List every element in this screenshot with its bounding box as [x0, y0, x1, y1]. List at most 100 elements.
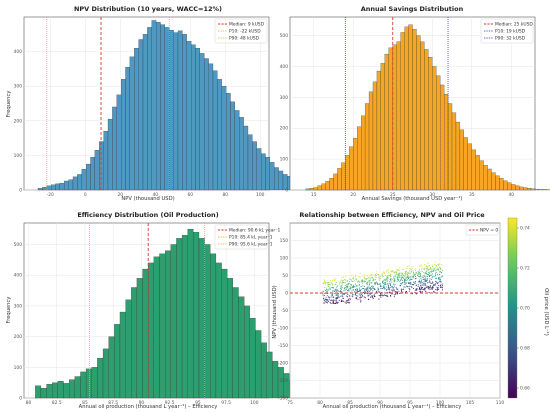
panel-d-point	[366, 282, 368, 284]
panel-d-point	[400, 279, 402, 281]
panel-d-point	[434, 264, 436, 266]
panel-d-point	[356, 288, 358, 290]
panel-c-bar	[283, 373, 290, 399]
panel-d-point	[364, 297, 366, 299]
panel-d-point	[359, 294, 361, 296]
panel-d-point	[335, 288, 337, 290]
panel-a-bar	[51, 184, 56, 191]
panel-d-point	[325, 283, 327, 285]
panel-a-bar	[64, 180, 69, 191]
panel-d-point	[381, 273, 383, 275]
panel-d-point	[430, 286, 432, 288]
panel-d-point	[437, 282, 439, 284]
panel-d-point	[415, 271, 417, 273]
panel-d-point	[401, 282, 403, 284]
colorbar-tick-label: 0.74	[520, 226, 530, 232]
panel-d-point	[426, 278, 428, 280]
panel-d-point	[392, 283, 394, 285]
panel-d-point	[394, 278, 396, 280]
panel-d-point	[392, 288, 394, 290]
panel-d-point	[408, 282, 410, 285]
panel-d-point	[392, 286, 394, 288]
panel-d-point	[406, 277, 408, 279]
panel-d-point	[344, 301, 346, 303]
panel-d-point	[363, 293, 366, 295]
panel-d-point	[386, 294, 388, 296]
panel-d-point	[338, 299, 340, 301]
panel-b-bar	[471, 149, 476, 191]
panel-d-point	[436, 289, 438, 291]
panel-d-point	[382, 275, 384, 277]
panel-d-point	[396, 288, 399, 290]
panel-b-ytick-label: 100	[280, 157, 289, 163]
panel-a-legend-label: P90: 48 kUSD	[229, 36, 260, 42]
panel-d-point	[389, 295, 391, 297]
panel-d-point	[357, 295, 359, 297]
panel-d-point	[378, 291, 380, 293]
panel-d-point	[360, 288, 362, 290]
panel-d-point	[406, 282, 408, 284]
panel-d-point	[381, 287, 383, 290]
panel-d-point	[437, 287, 439, 289]
panel-d-point	[411, 266, 413, 268]
panel-d-point	[438, 288, 440, 290]
panel-d-point	[421, 265, 423, 268]
panel-a-ytick-label: 200	[14, 118, 23, 124]
panel-d-point	[360, 286, 362, 288]
panel-d-point	[386, 275, 388, 277]
panel-d-point	[438, 273, 441, 276]
panel-d-point	[413, 281, 415, 283]
panel-c-bar	[215, 262, 222, 399]
panel-c-bar	[125, 299, 132, 399]
panel-d-point	[426, 270, 428, 272]
panel-d-point	[439, 285, 442, 287]
panel-d-point	[390, 274, 392, 276]
panel-d-point	[421, 284, 423, 286]
panel-d-point	[327, 280, 329, 282]
panel-d-point	[400, 288, 402, 290]
panel-d-xtick-label: 100	[436, 400, 445, 406]
panel-d-point	[357, 280, 359, 282]
panel-d-point	[389, 289, 391, 291]
panel-d-point	[439, 277, 441, 279]
panel-b-bar	[380, 63, 385, 191]
panel-d-point	[345, 302, 347, 304]
panel-d-point	[368, 292, 370, 294]
panel-d-point	[398, 279, 400, 281]
panel-b-bar	[420, 41, 425, 191]
panel-d-point	[372, 290, 374, 292]
panel-d-point	[354, 280, 356, 282]
panel-d-point	[369, 279, 371, 281]
panel-c-bar	[102, 348, 109, 399]
panel-c-legend-label: P10: 85.4 kL year⁻1	[229, 235, 273, 241]
panel-b-bar	[542, 189, 547, 191]
panel-a-bar	[42, 187, 47, 191]
panel-b-legend-label: Median: 25 kUSD	[495, 22, 533, 28]
panel-b-bar	[459, 129, 464, 191]
panel-b-bar	[534, 188, 540, 191]
panel-d-point	[425, 286, 428, 288]
panel-a-bar	[46, 185, 52, 191]
panel-d-point	[389, 284, 392, 286]
panel-d-point	[435, 288, 437, 291]
panel-d-point	[398, 273, 400, 275]
panel-d-ytick-label: -50	[281, 308, 288, 314]
panel-a-bar	[68, 179, 74, 191]
panel-a-bar	[55, 183, 60, 191]
panel-d-point	[351, 280, 353, 283]
panel-d-point	[351, 280, 353, 282]
panel-d-point	[379, 282, 381, 285]
panel-d-point	[426, 279, 429, 281]
panel-b-bar	[523, 187, 528, 191]
panel-d-point	[375, 276, 377, 278]
panel-d-point	[341, 281, 343, 283]
panel-d-point	[329, 284, 331, 286]
colorbar-tick-label: 0.68	[520, 346, 530, 352]
panel-c-bar	[69, 379, 75, 399]
panel-a-bar	[247, 134, 253, 191]
panel-d-point	[390, 286, 392, 289]
panel-d-point	[347, 279, 349, 281]
panel-d-point	[338, 296, 340, 298]
panel-d-point	[403, 286, 405, 288]
panel-d-point	[394, 280, 396, 282]
